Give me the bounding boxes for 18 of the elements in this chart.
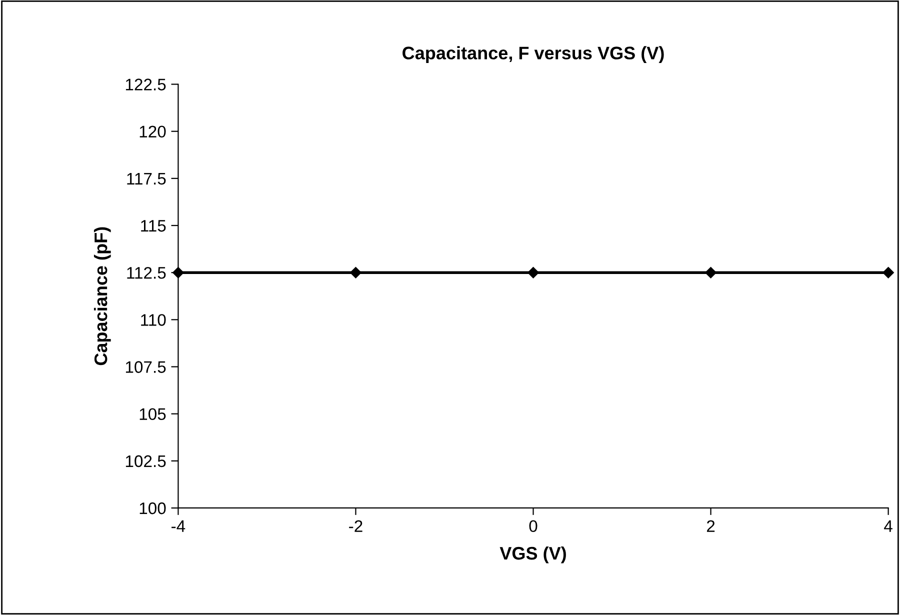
x-tick-label: 2: [706, 520, 715, 532]
x-tick-label: -4: [172, 520, 186, 532]
y-tick-label: 112.5: [127, 266, 166, 279]
x-tick-label: 0: [529, 520, 538, 532]
y-tick-label: 110: [141, 314, 166, 326]
y-tick-label: 107.5: [126, 361, 166, 373]
y-tick-label: 117.5: [127, 172, 166, 185]
y-tick-label: 105: [140, 408, 166, 420]
x-tick-label: 4: [884, 520, 892, 532]
y-tick-label: 100: [140, 502, 166, 514]
x-axis-title: VGS (V): [500, 546, 566, 564]
y-tick-label: 102.5: [126, 455, 166, 468]
y-axis-title: Capaciance (pF): [94, 227, 111, 366]
chart-title: Capacitance, F versus VGS (V): [402, 46, 664, 63]
y-tick-label: 122.5: [126, 78, 166, 90]
y-tick-label: 115: [141, 220, 166, 232]
y-tick-label: 120: [140, 126, 166, 138]
x-tick-label: -2: [349, 520, 362, 532]
